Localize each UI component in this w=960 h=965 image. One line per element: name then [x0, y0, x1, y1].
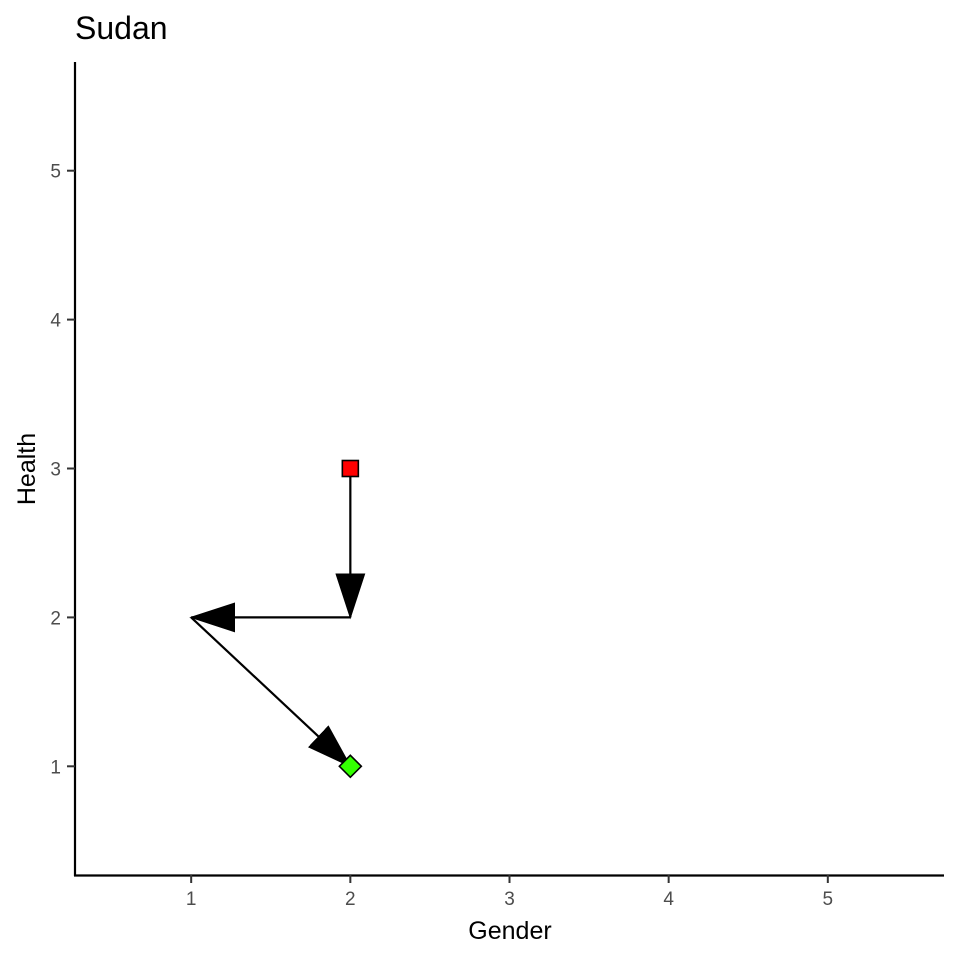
- y-tick-label: 1: [50, 757, 61, 778]
- x-axis-ticks: 1 2 3 4 5: [186, 875, 833, 910]
- path-arrows: [189, 468, 366, 768]
- path-points: [338, 459, 363, 779]
- end-point-marker: [338, 754, 363, 779]
- chart-title: Sudan: [75, 10, 168, 46]
- x-tick-label: 5: [823, 889, 834, 910]
- path-arrow-segment: [190, 616, 352, 768]
- y-tick-label: 5: [50, 162, 61, 183]
- x-tick-label: 3: [504, 889, 515, 910]
- x-tick-label: 1: [186, 889, 197, 910]
- start-point-marker: [341, 459, 360, 478]
- y-tick-label: 3: [50, 460, 61, 481]
- x-axis-title: Gender: [468, 917, 551, 945]
- x-tick-label: 4: [663, 889, 674, 910]
- y-axis-ticks: 1 2 3 4 5: [50, 162, 75, 778]
- y-axis-title: Health: [13, 433, 41, 505]
- x-tick-label: 2: [345, 889, 356, 910]
- y-tick-label: 4: [50, 311, 61, 332]
- y-tick-label: 2: [50, 608, 61, 629]
